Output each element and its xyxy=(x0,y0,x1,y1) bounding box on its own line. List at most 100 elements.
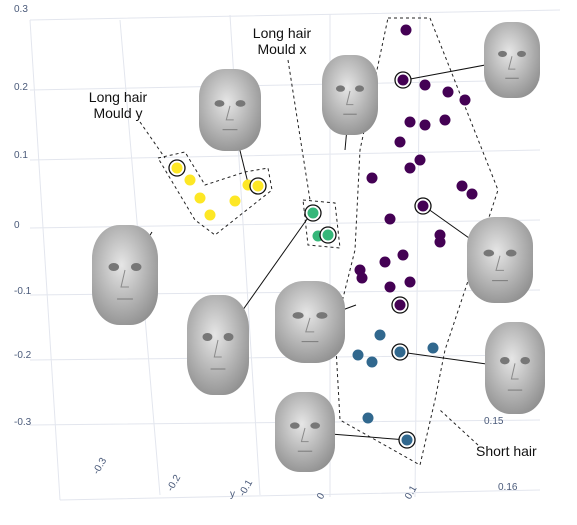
point xyxy=(459,94,471,106)
connector xyxy=(287,59,311,201)
point xyxy=(229,195,241,207)
face-eye xyxy=(292,312,304,319)
annotations: Long hair Mould y Long hair Mould x Shor… xyxy=(89,25,537,459)
face-render xyxy=(199,69,261,151)
point xyxy=(384,281,396,293)
point xyxy=(456,180,468,192)
annotation-label: Mould x xyxy=(257,41,306,57)
point xyxy=(404,116,416,128)
face-eye xyxy=(483,249,495,257)
point xyxy=(374,329,386,341)
face-render xyxy=(92,225,158,325)
annotation-hulls xyxy=(157,17,499,466)
point xyxy=(204,209,216,221)
annotation-label: Long hair xyxy=(253,25,312,41)
face-render xyxy=(187,295,249,395)
connector xyxy=(439,409,479,446)
point xyxy=(404,276,416,288)
annotation-label: Mould y xyxy=(93,105,142,121)
z-tick-label: -0.2 xyxy=(14,350,32,361)
point xyxy=(171,162,183,174)
face-render xyxy=(275,281,345,363)
z-tick-label: 0.3 xyxy=(14,4,28,15)
point xyxy=(356,272,368,284)
point xyxy=(414,154,426,166)
point xyxy=(379,256,391,268)
face-render xyxy=(322,55,378,135)
point xyxy=(366,356,378,368)
face-nose xyxy=(300,427,309,443)
point xyxy=(384,213,396,225)
point xyxy=(397,74,409,86)
face-eye xyxy=(290,422,300,429)
point xyxy=(252,180,264,192)
x-tick-label: 0.16 xyxy=(498,482,518,493)
z-tick-label: 0.2 xyxy=(14,82,28,93)
face-nose xyxy=(507,56,516,70)
face-eye xyxy=(108,263,120,271)
point xyxy=(419,119,431,131)
face-render xyxy=(467,217,533,303)
face-eye xyxy=(310,422,321,429)
points xyxy=(168,24,478,449)
point xyxy=(466,188,478,200)
z-tick-label: 0 xyxy=(14,220,20,231)
face-eye xyxy=(202,333,213,341)
face-eye xyxy=(500,356,510,365)
face-eye xyxy=(223,333,234,341)
y-tick-label: 0 xyxy=(315,491,328,502)
x-tick-label: 0.15 xyxy=(484,416,504,427)
point xyxy=(352,349,364,361)
face-nose xyxy=(120,269,129,288)
face-nose xyxy=(305,317,315,333)
face-eye xyxy=(355,85,364,92)
y-tick-label: 0.1 xyxy=(403,484,420,502)
point xyxy=(307,207,319,219)
point xyxy=(404,162,416,174)
face-eye xyxy=(316,312,328,319)
point xyxy=(427,342,439,354)
point xyxy=(194,192,206,204)
point xyxy=(394,299,406,311)
point xyxy=(184,174,196,186)
face-eye xyxy=(235,100,246,107)
point xyxy=(322,229,334,241)
point xyxy=(397,249,409,261)
face-eye xyxy=(520,356,530,365)
point xyxy=(439,114,451,126)
face-eye xyxy=(498,50,507,57)
y-tick-label: -0.1 xyxy=(237,478,255,499)
face-render xyxy=(275,392,335,472)
face-renders xyxy=(92,22,545,472)
face-eye xyxy=(336,85,345,92)
face-render xyxy=(485,322,545,414)
point xyxy=(417,200,429,212)
point xyxy=(366,172,378,184)
point xyxy=(394,346,406,358)
face-eye xyxy=(130,263,142,271)
y-axis-title: y xyxy=(230,489,235,500)
face-eye xyxy=(214,100,225,107)
face-nose xyxy=(346,90,354,106)
z-tick-label: -0.1 xyxy=(14,286,32,297)
point xyxy=(362,412,374,424)
point xyxy=(394,136,406,148)
point xyxy=(442,86,454,98)
y-tick-label: -0.3 xyxy=(91,456,109,477)
annotation-label: Long hair xyxy=(89,89,148,105)
face-nose xyxy=(495,255,504,271)
connector xyxy=(139,121,166,159)
point xyxy=(400,24,412,36)
y-tick-label: -0.2 xyxy=(165,473,183,494)
face-nose xyxy=(213,339,222,358)
z-tick-label: 0.1 xyxy=(14,150,28,161)
z-tick-label: -0.3 xyxy=(14,417,32,428)
face-render xyxy=(484,22,540,98)
face-eye xyxy=(505,249,517,257)
point xyxy=(401,434,413,446)
axis-labels: 0.3 0.2 0.1 0 -0.1 -0.2 -0.3 -0.3 -0.2 -0.1 0 0.1 y 0… xyxy=(14,4,531,502)
point xyxy=(419,79,431,91)
face-nose xyxy=(225,105,234,121)
face-eye xyxy=(517,50,527,57)
